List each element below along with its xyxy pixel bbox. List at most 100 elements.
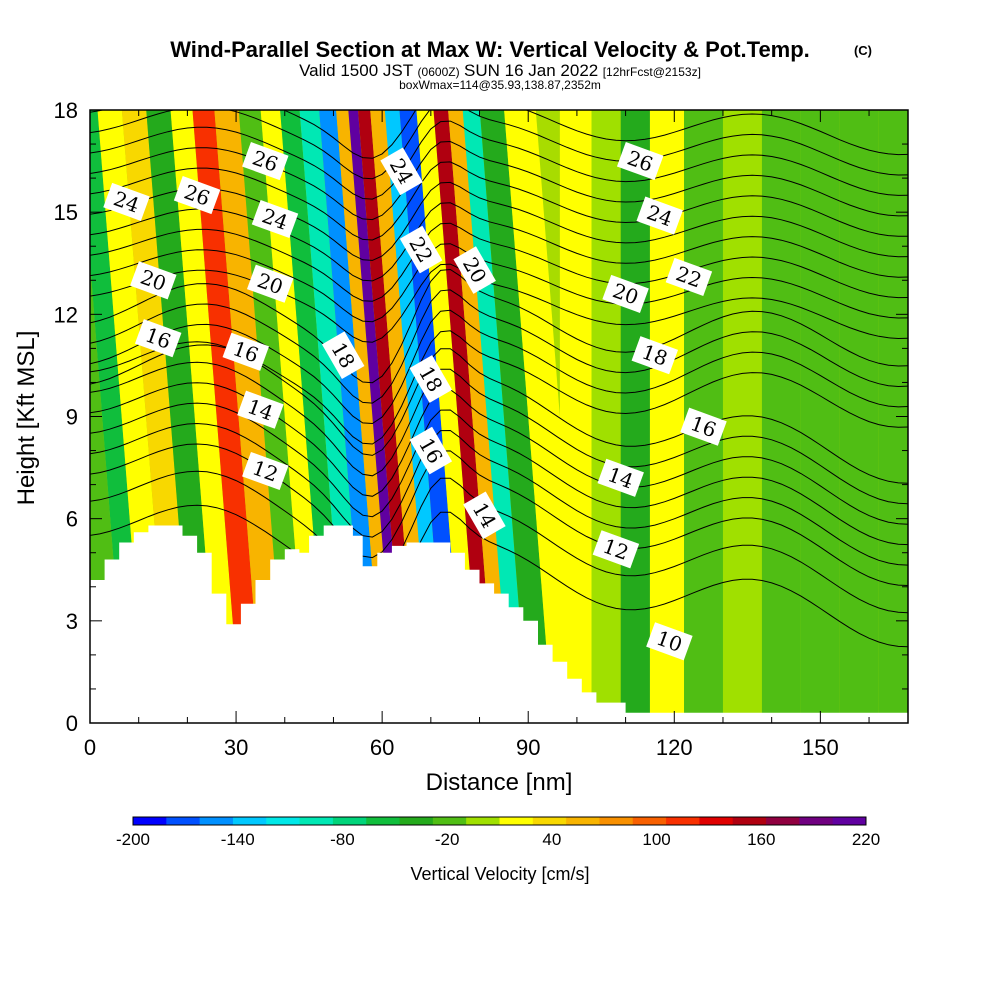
colorbar-swatch: [566, 817, 600, 825]
contour-label-box: [130, 261, 177, 300]
y-tick-label: 18: [54, 98, 78, 123]
y-tick-label: 15: [54, 200, 78, 225]
contour-label-box: [409, 355, 453, 403]
contour-label-box: [680, 407, 727, 446]
colorbar-swatch: [299, 817, 334, 825]
contour-label-box: [242, 142, 289, 181]
colorbar-swatch: [766, 817, 800, 825]
contour-label-box: [380, 147, 423, 196]
colorbar-tick-label: 160: [747, 830, 775, 849]
isentrope-line: [90, 110, 908, 180]
colorbar-tick-label: -140: [221, 830, 255, 849]
contour-label-box: [103, 182, 150, 221]
contour-label-box: [597, 458, 644, 497]
colorbar-title: Vertical Velocity [cm/s]: [410, 864, 589, 884]
colorbar-swatch: [699, 817, 734, 825]
colorbar-tick-label: -80: [330, 830, 355, 849]
contour-label-box: [134, 319, 182, 358]
contour-label-box: [222, 332, 270, 371]
contour-label: 14: [237, 390, 284, 429]
colorbar-swatch: [266, 817, 301, 825]
isentrope-line: [90, 161, 908, 241]
velocity-band: [479, 110, 553, 723]
contour-label: 16: [680, 407, 727, 446]
y-axis-title: Height [Kft MSL]: [13, 331, 40, 506]
x-tick-label: 0: [84, 735, 96, 760]
x-axis: 0 30 60 90 120 150: [84, 110, 870, 760]
contour-label-box: [646, 622, 693, 661]
x-tick-label: 90: [516, 735, 540, 760]
isentrope-lines: [90, 110, 908, 648]
isentrope-line: [90, 120, 908, 200]
colorbar-tick-label: -200: [116, 830, 150, 849]
velocity-band: [433, 110, 497, 723]
isentrope-line: [90, 443, 908, 586]
chart-subtitle-box: boxWmax=114@35.93,138.87,2352m: [399, 78, 601, 92]
isentrope-line: [90, 504, 908, 648]
velocity-band: [591, 110, 621, 723]
contour-label: 24: [636, 196, 683, 235]
colorbar-swatch: [732, 817, 767, 825]
colorbar-swatch: [399, 817, 434, 825]
y-tick-label: 12: [54, 302, 78, 327]
velocity-band: [839, 110, 879, 723]
x-axis-title: Distance [nm]: [426, 769, 573, 796]
y-tick-label: 6: [66, 507, 78, 532]
colorbar-swatch: [832, 817, 867, 825]
contour-label-box: [409, 426, 453, 475]
contour-label-box: [592, 530, 640, 569]
isentrope-line: [90, 309, 908, 425]
colorbar-swatch: [532, 817, 567, 825]
colorbar-swatch: [332, 817, 367, 825]
x-tick-label: 120: [656, 735, 693, 760]
colorbar-tick-label: 220: [852, 830, 880, 849]
y-axis: 0 3 6 9 12 15 18: [54, 98, 908, 736]
contour-label-box: [173, 176, 221, 215]
contour-label: 26: [173, 176, 221, 215]
velocity-band: [761, 110, 801, 723]
velocity-band: [192, 110, 263, 723]
colorbar-swatch: [366, 817, 401, 825]
x-tick-label: 30: [224, 735, 248, 760]
colorbar-tick-label: -20: [435, 830, 460, 849]
velocity-band: [878, 110, 908, 723]
x-tick-label: 150: [802, 735, 839, 760]
contour-label-box: [602, 274, 649, 313]
contour-label-box: [237, 390, 284, 429]
y-tick-label: 0: [66, 711, 78, 736]
contour-label: 16: [409, 426, 453, 475]
velocity-band: [559, 110, 592, 723]
isentrope-line: [90, 268, 908, 384]
colorbar-swatch: [432, 817, 467, 825]
colorbar-swatch: [199, 817, 234, 825]
isentrope-line: [90, 140, 908, 221]
contour-label-box: [399, 225, 443, 274]
contour-label-box: [636, 196, 683, 235]
contour-label-box: [321, 331, 365, 380]
chart-subtitle: Valid 1500 JST (0600Z) SUN 16 Jan 2022 […: [299, 61, 701, 80]
isentrope-line: [90, 289, 908, 404]
velocity-band: [800, 110, 840, 723]
chart-title: Wind-Parallel Section at Max W: Vertical…: [170, 37, 810, 62]
contour-label-box: [631, 336, 679, 375]
colorbar-tick-label: 40: [542, 830, 561, 849]
contour-label-box: [251, 199, 299, 239]
isentrope-line: [90, 243, 908, 323]
isentrope-line: [90, 222, 908, 302]
isentrope-line: [90, 470, 908, 614]
y-tick-label: 3: [66, 609, 78, 634]
isentrope-line: [90, 402, 908, 546]
colorbar-swatch: [232, 817, 267, 825]
isentrope-line: [90, 361, 908, 505]
contour-label-box: [665, 257, 713, 296]
x-tick-label: 60: [370, 735, 394, 760]
colorbar: -200 -140 -80 -20 40 100 160 220: [116, 816, 880, 849]
colorbar-swatch: [599, 817, 634, 825]
colorbar-swatch: [499, 817, 534, 825]
contour-label-box: [453, 246, 496, 294]
colorbar-frame: [132, 816, 867, 826]
isentrope-line: [90, 263, 908, 343]
